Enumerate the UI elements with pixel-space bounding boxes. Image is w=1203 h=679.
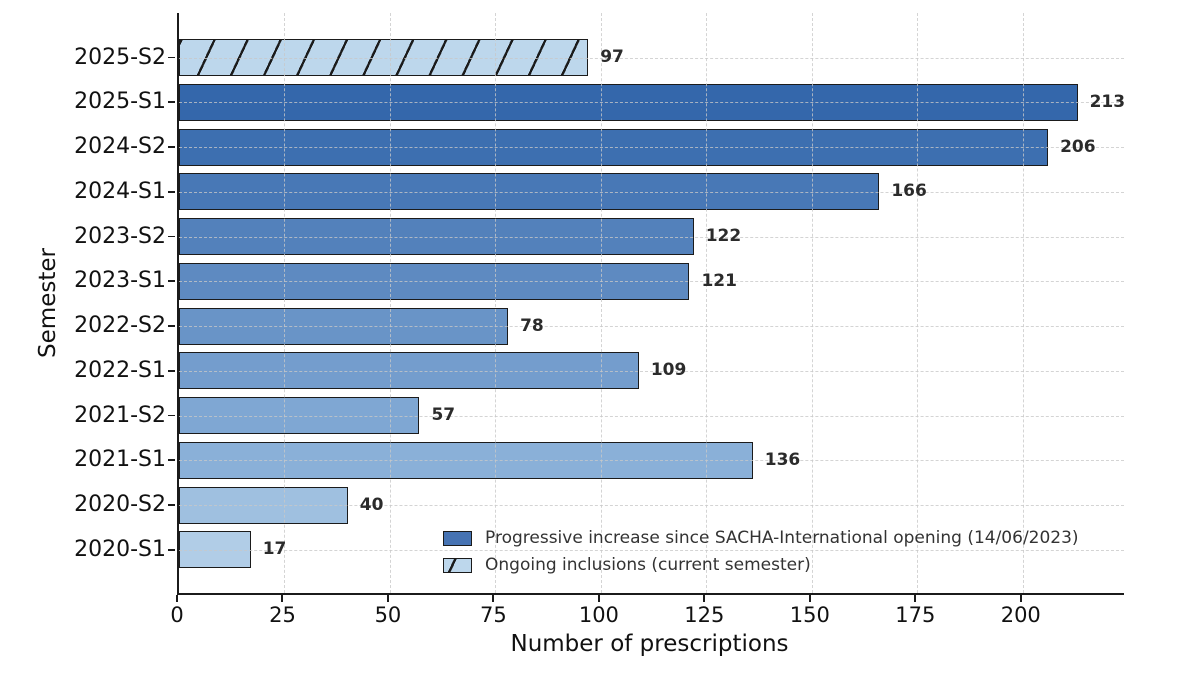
bar-value-label: 40 xyxy=(359,494,384,515)
bar-2024-S1 xyxy=(179,173,880,211)
bar-value-label: 17 xyxy=(262,539,287,560)
plot-area: 97 213 206 166 122 121 78 109 57 136 40 17 xyxy=(177,13,1126,595)
bar-2021-S1 xyxy=(179,441,753,479)
y-tick-mark xyxy=(168,146,175,148)
x-tick-mark xyxy=(808,595,811,602)
y-axis-title: Semester xyxy=(35,248,61,358)
bar-value-label: 213 xyxy=(1089,91,1126,112)
y-tick-label: 2022-S1 xyxy=(74,357,166,383)
y-tick-mark xyxy=(168,369,175,372)
y-tick-mark xyxy=(168,459,175,462)
bar-value-label: 136 xyxy=(764,449,801,470)
legend-swatch-hatched xyxy=(443,557,472,573)
bar-value-label: 97 xyxy=(600,47,624,67)
x-tick-mark xyxy=(703,595,706,602)
bar-value-label: 57 xyxy=(431,405,456,425)
x-tick-label: 175 xyxy=(895,603,936,627)
y-tick-label: 2025-S2 xyxy=(74,44,166,70)
x-tick-mark xyxy=(597,595,600,602)
bar-2025-S2 xyxy=(179,39,589,76)
y-tick-mark xyxy=(168,235,175,238)
bar-2021-S2 xyxy=(179,397,420,434)
y-tick-mark xyxy=(168,280,175,283)
x-tick-mark xyxy=(281,595,284,602)
legend-label: Ongoing inclusions (current semester) xyxy=(485,555,811,575)
bar-2023-S1 xyxy=(179,262,690,300)
y-tick-label: 2023-S2 xyxy=(74,223,166,249)
bar-2020-S1 xyxy=(179,531,251,569)
y-tick-mark xyxy=(168,414,175,417)
x-tick-mark xyxy=(1019,595,1022,602)
bar-value-label: 166 xyxy=(891,181,927,202)
bar-2022-S1 xyxy=(179,352,639,390)
legend-label: Progressive increase since SACHA-Interna… xyxy=(485,528,1079,548)
bar-value-label: 206 xyxy=(1060,136,1096,157)
y-tick-label: 2021-S2 xyxy=(74,402,166,428)
y-tick-mark xyxy=(168,504,175,506)
bar-value-label: 121 xyxy=(701,270,737,291)
x-tick-label: 75 xyxy=(480,603,507,627)
y-tick-label: 2024-S1 xyxy=(74,178,166,204)
y-tick-mark xyxy=(168,56,175,59)
y-tick-mark xyxy=(168,325,175,327)
bar-2022-S2 xyxy=(179,307,509,345)
x-tick-label: 150 xyxy=(789,603,830,627)
y-tick-mark xyxy=(168,548,175,551)
y-tick-label: 2024-S2 xyxy=(74,134,166,159)
x-tick-label: 25 xyxy=(269,603,296,627)
y-tick-label: 2025-S1 xyxy=(74,89,166,115)
y-tick-label: 2020-S2 xyxy=(74,492,166,517)
x-tick-mark xyxy=(492,595,495,602)
y-tick-label: 2021-S1 xyxy=(74,447,166,473)
legend-entry-progressive: Progressive increase since SACHA-Interna… xyxy=(443,528,1079,548)
y-tick-label: 2022-S2 xyxy=(74,313,166,338)
x-tick-label: 125 xyxy=(684,603,725,627)
bar-value-label: 78 xyxy=(520,315,544,336)
legend-swatch-solid xyxy=(443,530,472,546)
legend: Progressive increase since SACHA-Interna… xyxy=(443,528,1079,575)
bar-2024-S2 xyxy=(179,128,1049,166)
y-tick-mark xyxy=(168,101,175,104)
x-tick-label: 100 xyxy=(578,603,619,627)
bar-value-label: 109 xyxy=(650,360,687,381)
y-tick-mark xyxy=(168,190,175,193)
bar-2023-S2 xyxy=(179,218,694,255)
x-axis-title: Number of prescriptions xyxy=(510,631,789,657)
y-tick-label: 2023-S1 xyxy=(74,268,166,294)
x-tick-label: 0 xyxy=(170,603,184,627)
x-tick-mark xyxy=(914,595,917,602)
x-tick-mark xyxy=(386,595,389,602)
x-tick-label: 200 xyxy=(1000,603,1041,627)
bar-2020-S2 xyxy=(179,486,348,524)
x-tick-mark xyxy=(176,595,178,602)
y-tick-label: 2020-S1 xyxy=(74,536,166,562)
bar-value-label: 122 xyxy=(705,226,742,246)
bar-2025-S1 xyxy=(179,83,1078,121)
legend-entry-ongoing: Ongoing inclusions (current semester) xyxy=(443,555,1079,575)
x-tick-label: 50 xyxy=(374,603,402,627)
